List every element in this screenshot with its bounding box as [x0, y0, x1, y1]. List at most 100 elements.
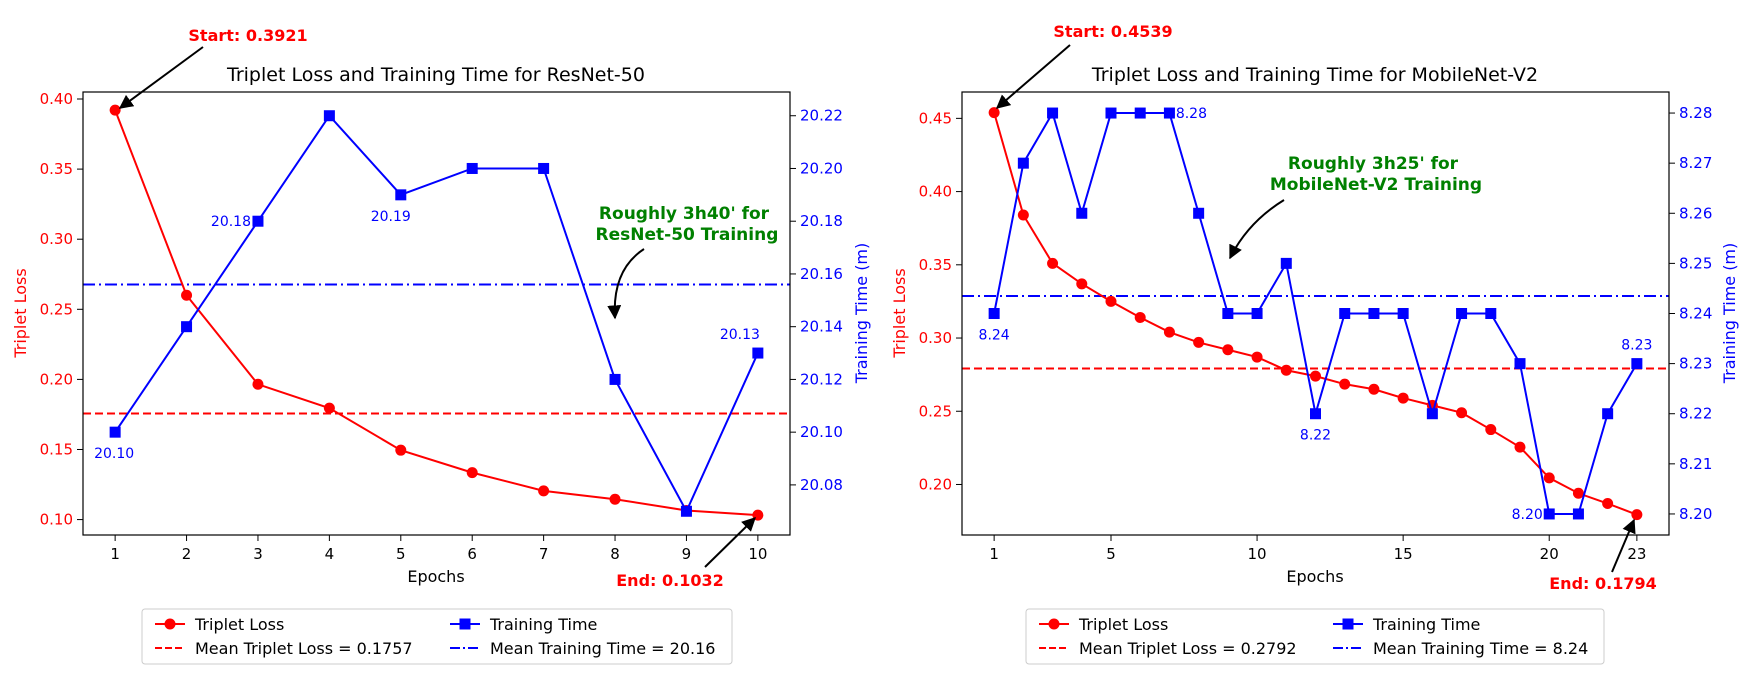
triplet-loss-point [109, 104, 121, 116]
chart-title: Triplet Loss and Training Time for Mobil… [1091, 64, 1538, 86]
x-tick-label: 3 [253, 545, 263, 563]
chart-mobilenetv2: Triplet Loss and Training Time for Mobil… [890, 22, 1739, 665]
training-time-value-label: 20.13 [720, 327, 760, 343]
y2-tick-label: 8.24 [1679, 305, 1712, 323]
annotation-note-arrow [1229, 199, 1285, 260]
triplet-loss-point [1543, 472, 1555, 484]
x-tick-label: 10 [748, 545, 767, 563]
training-time-point [1310, 408, 1321, 420]
triplet-loss-point [1163, 326, 1175, 338]
training-time-point [1163, 107, 1175, 119]
annotation-start: Start: 0.4539 [1053, 22, 1172, 41]
legend-label-triplet-loss: Triplet Loss [194, 615, 284, 634]
x-tick-label: 6 [467, 545, 477, 563]
y2-tick-label: 20.10 [800, 423, 843, 441]
triplet-loss-point [466, 467, 478, 479]
training-time-point [538, 162, 550, 174]
training-time-point [466, 162, 478, 174]
triplet-loss-point [1251, 351, 1263, 363]
x-tick-label: 1 [110, 545, 120, 563]
triplet-loss-point [1602, 498, 1614, 510]
legend-label-mean-training-time: Mean Training Time = 8.24 [1373, 639, 1588, 658]
training-time-point [1193, 207, 1205, 219]
training-time-point [1280, 257, 1292, 269]
legend-label-training-time: Training Time [1372, 615, 1480, 634]
y-tick-label: 0.20 [40, 370, 73, 388]
triplet-loss-point [395, 444, 407, 456]
training-time-point [1047, 107, 1059, 119]
triplet-loss-point [1017, 209, 1029, 221]
training-time-point [1397, 308, 1409, 319]
x-tick-label: 2 [182, 545, 192, 563]
y2-tick-label: 8.23 [1679, 355, 1712, 373]
x-tick-label: 20 [1540, 545, 1559, 563]
legend-label-mean-training-time: Mean Training Time = 20.16 [490, 639, 715, 658]
triplet-loss-point [1134, 312, 1146, 324]
training-time-point [1105, 107, 1117, 119]
training-time-value-label: 8.20 [1512, 507, 1543, 523]
training-time-point [181, 321, 193, 333]
triplet-loss-point [1222, 344, 1234, 356]
triplet-loss-point [323, 402, 335, 414]
triplet-loss-point [538, 485, 550, 497]
legend-frame [1025, 608, 1605, 665]
training-time-line [114, 114, 759, 514]
triplet-loss-point [1572, 487, 1584, 499]
annotation-end: End: 0.1032 [616, 571, 723, 590]
training-time-point [1602, 408, 1614, 420]
training-time-point [1631, 358, 1643, 370]
y2-tick-label: 20.08 [800, 476, 843, 494]
triplet-loss-point [988, 107, 1000, 119]
x-axis-label: Epochs [1286, 567, 1343, 586]
y-tick-label: 0.15 [40, 440, 73, 458]
y2-tick-label: 8.26 [1679, 204, 1712, 222]
legend-label-triplet-loss: Triplet Loss [1078, 615, 1168, 634]
triplet-loss-point [1339, 378, 1351, 390]
training-time-point [252, 215, 264, 227]
legend: Triplet Loss Training Time Mean Triplet … [141, 608, 733, 665]
y-tick-label: 0.25 [919, 402, 952, 420]
annotation-note-line-2: ResNet-50 Training [590, 225, 779, 245]
y-tick-label: 0.10 [40, 511, 73, 529]
triplet-loss-point [1047, 257, 1059, 269]
y-tick-label: 0.30 [919, 329, 952, 347]
y-tick-label: 0.40 [40, 90, 73, 108]
triplet-loss-point [1631, 509, 1643, 521]
y2-axis-label: Training Time (m) [852, 243, 871, 385]
triplet-loss-point [1076, 278, 1088, 290]
x-tick-label: 9 [682, 545, 692, 563]
y-tick-label: 0.45 [919, 109, 952, 127]
training-time-point [1543, 508, 1555, 520]
training-time-point [1514, 358, 1526, 370]
plot-frame [82, 91, 791, 536]
legend-marker-training-time [1342, 618, 1354, 630]
y2-axis-label: Training Time (m) [1720, 243, 1739, 385]
y2-tick-label: 8.28 [1679, 104, 1712, 122]
y2-tick-label: 8.20 [1679, 505, 1712, 523]
y2-tick-label: 8.22 [1679, 405, 1712, 423]
annotation-end-arrow [1611, 518, 1636, 573]
x-tick-label: 5 [396, 545, 406, 563]
training-time-value-label: 8.24 [979, 328, 1010, 344]
x-tick-label: 23 [1627, 545, 1646, 563]
legend-marker-training-time [459, 618, 471, 630]
x-tick-label: 8 [610, 545, 620, 563]
y-tick-label: 0.35 [40, 160, 73, 178]
training-time-point [1485, 308, 1497, 319]
y2-tick-label: 8.27 [1679, 154, 1712, 172]
y2-tick-label: 20.14 [800, 318, 843, 336]
y-axis-label: Triplet Loss [11, 268, 30, 358]
triplet-loss-point [1514, 441, 1526, 453]
training-time-value-label: 20.19 [371, 209, 411, 225]
triplet-loss-point [1105, 295, 1117, 307]
training-time-point [1368, 308, 1380, 319]
triplet-loss-line [114, 109, 758, 517]
x-tick-label: 15 [1394, 545, 1413, 563]
training-time-point [752, 347, 764, 359]
chart-title: Triplet Loss and Training Time for ResNe… [226, 64, 645, 86]
y-tick-label: 0.40 [919, 183, 952, 201]
training-time-point [680, 505, 692, 517]
y2-tick-label: 20.12 [800, 370, 843, 388]
training-time-value-label: 20.10 [94, 446, 134, 462]
